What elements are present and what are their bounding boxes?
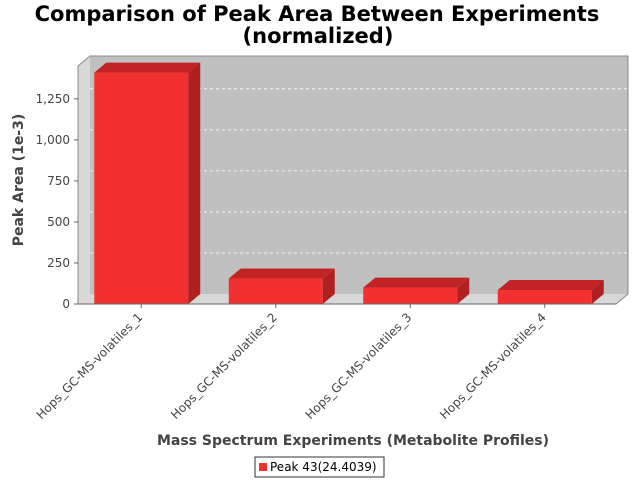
bar-series	[94, 62, 604, 304]
x-category-label: Hops_GC-MS-volatiles_3	[303, 310, 415, 422]
plot-back-wall	[90, 56, 628, 294]
x-category-label: Hops_GC-MS-volatiles_1	[34, 310, 146, 422]
bar-side	[591, 280, 604, 304]
y-tick-label: 1,000	[36, 133, 70, 147]
bar	[363, 277, 470, 304]
plot-left-wall	[78, 56, 90, 304]
bar	[228, 268, 335, 304]
y-tick-label: 1,250	[36, 92, 70, 106]
bar-top	[497, 280, 604, 291]
bar-side	[457, 277, 470, 304]
bar-front	[94, 72, 189, 304]
bar-top	[363, 277, 470, 288]
legend-swatch	[259, 463, 267, 471]
x-category-label: Hops_GC-MS-volatiles_4	[437, 310, 549, 422]
chart-title: Comparison of Peak Area Between Experime…	[35, 2, 600, 26]
bar-front	[363, 287, 458, 304]
y-axis-label: Peak Area (1e-3)	[11, 114, 27, 247]
y-tick-label: 750	[47, 174, 70, 188]
bar-front	[497, 290, 592, 304]
legend-box	[254, 456, 385, 478]
legend-label: Peak 43(24.4039)	[270, 460, 377, 474]
bar	[497, 280, 604, 304]
plot-area	[77, 55, 629, 305]
bar-top	[228, 268, 335, 279]
y-axis-ticks: 0 250 500 750 1,000 1,250	[36, 92, 78, 311]
bar	[94, 62, 201, 304]
bar-top	[94, 62, 201, 73]
legend: Peak 43(24.4039)	[254, 456, 385, 478]
x-axis-label: Mass Spectrum Experiments (Metabolite Pr…	[157, 433, 549, 449]
bar-front	[228, 278, 323, 304]
chart-subtitle: (normalized)	[243, 24, 394, 48]
bar-side	[188, 62, 201, 304]
bar-side	[322, 268, 335, 304]
plot-floor	[78, 294, 628, 304]
x-axis-categories: Hops_GC-MS-volatiles_1 Hops_GC-MS-volatil…	[34, 303, 616, 422]
y-tick-label: 500	[47, 215, 70, 229]
y-tick-label: 250	[47, 256, 70, 270]
y-tick-label: 0	[62, 297, 70, 311]
x-category-label: Hops_GC-MS-volatiles_2	[168, 310, 280, 422]
